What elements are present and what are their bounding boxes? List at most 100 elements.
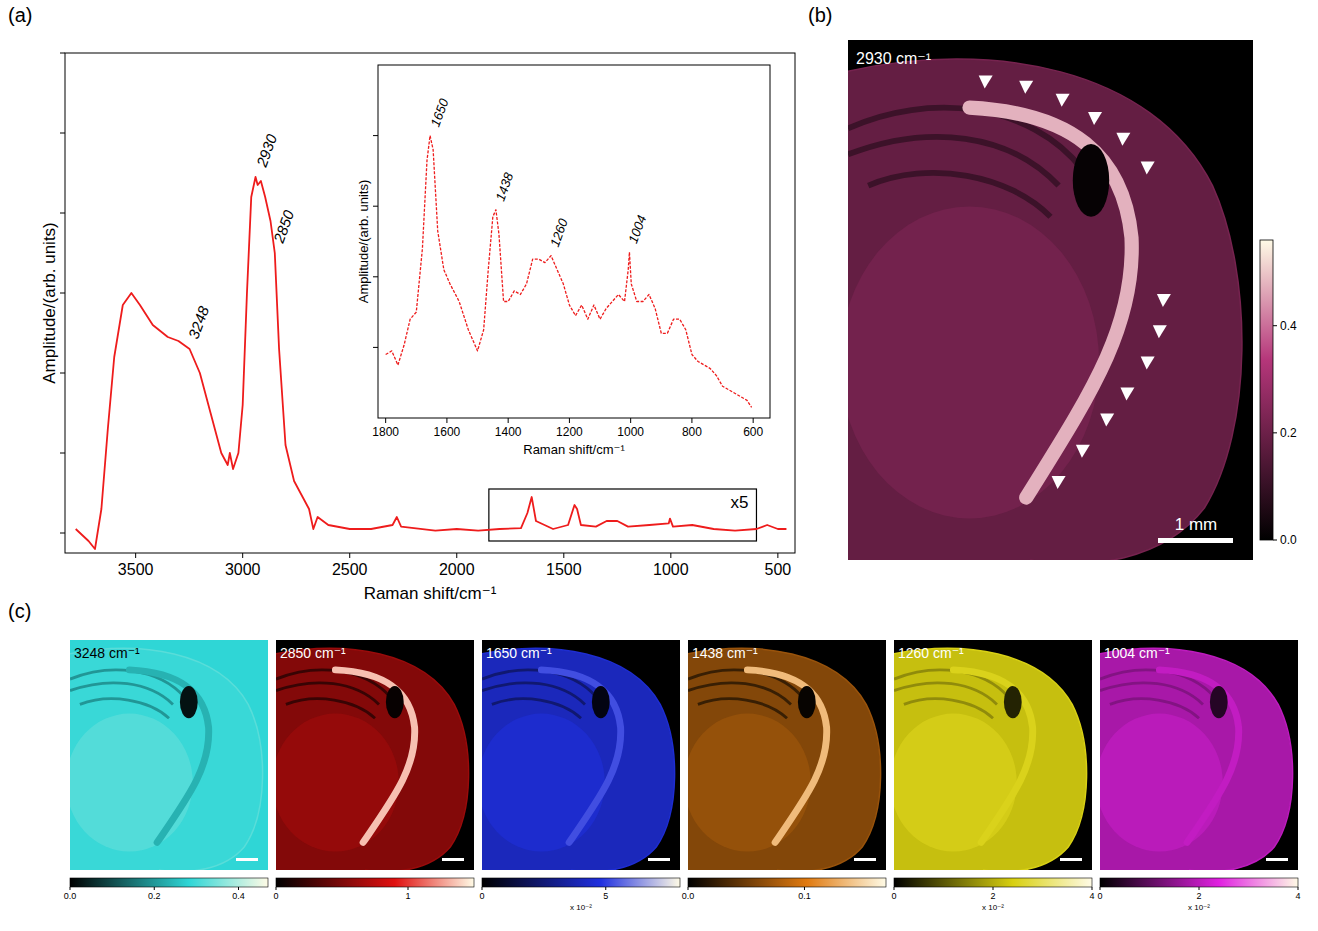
y-axis-title: Amplitude/(arb. units) (356, 180, 371, 304)
scale-bar (1060, 858, 1082, 861)
zoom-factor: x5 (730, 493, 748, 512)
x-tick (508, 418, 509, 423)
image (70, 640, 268, 870)
colorbar-tick (70, 887, 71, 890)
colorbar-tick (1298, 887, 1299, 890)
x-tick-label: 3500 (118, 561, 154, 578)
colorbar-tick-label: 4 (1089, 891, 1094, 901)
panel-b: 2930 cm⁻¹1 mm0.00.20.4 (840, 40, 1297, 564)
ventricle (592, 686, 610, 718)
brain-section (894, 648, 1087, 870)
image-title: 1438 cm⁻¹ (692, 645, 758, 661)
colorbar-tick-label: 0 (1097, 891, 1102, 901)
arrowhead (1076, 445, 1090, 458)
colorbar-tick-label: 0.1 (798, 891, 811, 901)
y-tick (60, 293, 65, 294)
thalamus (848, 206, 1099, 518)
image-title: 2850 cm⁻¹ (280, 645, 346, 661)
colorbar (1260, 240, 1273, 540)
colorbar-tick-label: 2 (1196, 891, 1201, 901)
y-tick (60, 533, 65, 534)
y-axis-title: Amplitude/(arb. units) (40, 222, 59, 384)
colorbar-tick (276, 887, 277, 890)
zoom-box (489, 489, 757, 541)
peak-label: 2930 (252, 131, 280, 170)
image-title: 1260 cm⁻¹ (898, 645, 964, 661)
white-matter (1159, 670, 1238, 843)
x-tick-label: 2500 (332, 561, 368, 578)
scale-bar (442, 858, 464, 861)
hippocampus (904, 699, 993, 718)
colorbar (894, 878, 1092, 887)
image-title: 3248 cm⁻¹ (74, 645, 140, 661)
hippocampus (868, 173, 1050, 217)
peak-label: 1438 (492, 170, 516, 203)
panel-c-image: 1438 cm⁻¹ 0.0 0.1 (682, 640, 886, 901)
panel-c-image: 2850 cm⁻¹01 (272, 640, 474, 901)
colorbar-tick (482, 887, 483, 890)
arrowhead (1157, 294, 1171, 307)
white-matter (335, 670, 414, 843)
colorbar-tick (1273, 540, 1277, 541)
x-tick-label: 1800 (372, 425, 399, 439)
image (894, 640, 1092, 870)
hippocampus (1110, 699, 1199, 718)
inset-background (378, 65, 770, 418)
colorbar-tick (605, 887, 606, 890)
scale-bar (648, 858, 670, 861)
ventricle (1004, 686, 1022, 718)
x-tick (349, 553, 350, 558)
inset-chart: 18001600140012001000800600Raman shift/cm… (356, 65, 770, 457)
colorbar-tick-label: 0.0 (682, 891, 695, 901)
arrowhead (1052, 476, 1066, 489)
colorbar-tick (1273, 325, 1277, 326)
x-axis-title: Raman shift/cm⁻¹ (523, 442, 625, 457)
colorbar-tick (1273, 432, 1277, 433)
panel-c-image: 1004 cm⁻¹024x 10⁻² (1096, 640, 1300, 912)
panel-c-image: 1650 cm⁻¹05x 10⁻² (478, 640, 680, 912)
ventricle (386, 686, 404, 718)
plot-frame (378, 65, 770, 418)
hippocampus (492, 699, 581, 718)
scale-bar (854, 858, 876, 861)
arrowhead (1056, 94, 1070, 107)
colorbar-tick-label: 0.0 (1280, 533, 1297, 547)
x-tick (385, 418, 386, 423)
image-title: 1004 cm⁻¹ (1104, 645, 1170, 661)
colorbar-tick-label: 0.2 (148, 891, 161, 901)
y-tick (60, 133, 65, 134)
colorbar-multiplier: x 10⁻² (1188, 903, 1210, 912)
figure: (a)(b)(c)350030002500200015001000500Rama… (0, 0, 1318, 931)
arrowhead (1019, 81, 1033, 94)
hippocampus (286, 699, 375, 718)
scale-bar (1158, 538, 1233, 543)
x-tick (753, 418, 754, 423)
brain-section (848, 59, 1242, 560)
peak-label: 2850 (270, 207, 298, 246)
y-tick (60, 373, 65, 374)
colorbar-tick-label: 0 (273, 891, 278, 901)
ventricle (1210, 686, 1228, 718)
white-matter (747, 670, 826, 843)
colorbar (482, 878, 680, 887)
ventricle (180, 686, 198, 718)
panel-c-image: 1260 cm⁻¹024x 10⁻² (890, 640, 1094, 912)
brain-section (70, 648, 263, 870)
white-matter (129, 670, 208, 843)
y-tick (373, 206, 378, 207)
peak-label: 1260 (547, 216, 571, 249)
thalamus (70, 714, 193, 852)
x-tick (777, 553, 778, 558)
colorbar-tick-label: 0.4 (1280, 319, 1297, 333)
x-tick-label: 2000 (439, 561, 475, 578)
peak-label: 1004 (625, 213, 649, 245)
x-tick-label: 3000 (225, 561, 261, 578)
scale-bar-label: 1 mm (1175, 515, 1218, 534)
brain-section (482, 648, 675, 870)
colorbar-tick (1199, 887, 1200, 890)
colorbar (688, 878, 886, 887)
spectrum-line (386, 136, 752, 408)
colorbar-tick-label: 5 (603, 891, 608, 901)
brain-section (688, 648, 881, 870)
image (276, 640, 474, 870)
